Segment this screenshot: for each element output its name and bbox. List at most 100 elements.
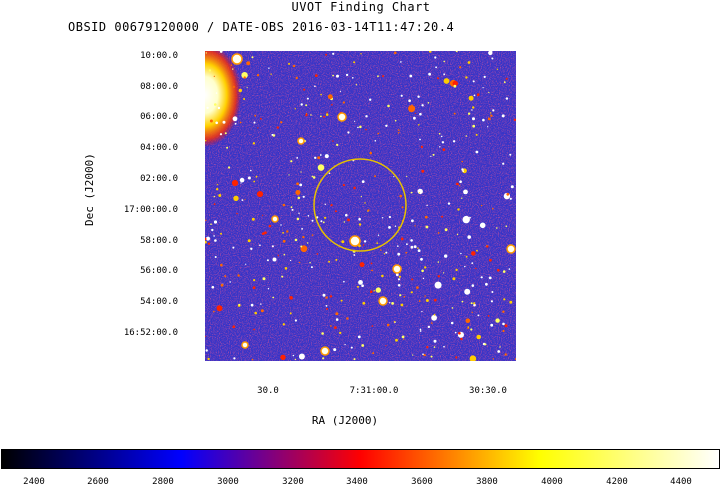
star xyxy=(472,106,475,109)
star xyxy=(281,275,284,278)
star xyxy=(410,245,414,249)
star xyxy=(400,303,404,307)
star xyxy=(205,349,208,352)
bright-star xyxy=(349,235,361,247)
star xyxy=(239,121,242,124)
star xyxy=(470,328,473,331)
star xyxy=(476,249,478,252)
star xyxy=(444,228,448,232)
star xyxy=(255,175,258,178)
star xyxy=(295,76,298,80)
star xyxy=(424,295,426,297)
star xyxy=(502,270,506,273)
star xyxy=(403,295,406,298)
star xyxy=(317,164,325,171)
star xyxy=(329,295,333,298)
star xyxy=(280,224,282,226)
star xyxy=(220,283,224,287)
star xyxy=(294,238,298,242)
star xyxy=(405,251,408,254)
star xyxy=(444,254,448,258)
star xyxy=(490,323,494,327)
star xyxy=(455,268,458,272)
star xyxy=(276,126,279,129)
star xyxy=(353,186,356,190)
star xyxy=(428,51,432,53)
star xyxy=(487,117,491,121)
colorbar-tick: 2400 xyxy=(23,477,45,487)
star xyxy=(214,256,217,258)
star xyxy=(414,225,416,227)
star xyxy=(335,312,339,316)
star xyxy=(357,335,361,339)
star xyxy=(370,262,373,265)
star xyxy=(238,88,242,93)
star xyxy=(320,115,322,118)
star xyxy=(267,288,270,290)
star xyxy=(251,56,254,59)
star xyxy=(433,346,436,348)
star xyxy=(213,203,216,206)
star xyxy=(489,112,492,114)
star xyxy=(207,357,210,361)
star xyxy=(440,135,443,138)
star xyxy=(233,357,236,360)
star xyxy=(216,183,218,186)
star xyxy=(414,112,416,114)
star xyxy=(470,302,473,305)
star xyxy=(499,346,501,348)
star xyxy=(409,74,413,78)
star xyxy=(345,213,348,217)
star xyxy=(424,215,428,219)
star xyxy=(327,94,333,100)
bright-star xyxy=(506,244,516,254)
star xyxy=(432,153,435,156)
star xyxy=(360,195,362,198)
star xyxy=(418,300,421,302)
star xyxy=(219,51,223,53)
star xyxy=(385,124,388,128)
star xyxy=(358,217,361,221)
bright-star xyxy=(241,341,249,349)
star xyxy=(295,190,301,195)
star xyxy=(257,127,259,129)
star xyxy=(300,245,303,248)
star xyxy=(492,207,494,210)
colorbar xyxy=(1,449,720,469)
star xyxy=(419,138,421,141)
star xyxy=(467,112,471,115)
star xyxy=(286,230,289,233)
star xyxy=(361,344,365,347)
star xyxy=(413,116,416,120)
star xyxy=(504,353,507,356)
star xyxy=(282,323,285,326)
star xyxy=(475,150,479,154)
star xyxy=(215,92,218,94)
star xyxy=(495,318,500,323)
star xyxy=(441,141,445,144)
dec-tick: 08:00.0 xyxy=(140,82,178,92)
star xyxy=(416,286,419,289)
star xyxy=(347,131,350,134)
star xyxy=(296,157,299,159)
star xyxy=(417,247,419,249)
star xyxy=(471,311,473,313)
star xyxy=(376,242,379,245)
star xyxy=(355,84,358,86)
chart-title: UVOT Finding Chart xyxy=(291,0,431,14)
star xyxy=(472,124,476,128)
star xyxy=(325,53,328,56)
star xyxy=(330,204,333,207)
star xyxy=(433,339,437,343)
star xyxy=(487,315,490,317)
star xyxy=(314,85,316,88)
star xyxy=(305,112,308,115)
star xyxy=(452,277,456,281)
star xyxy=(421,269,424,273)
star xyxy=(406,175,408,177)
star xyxy=(271,133,274,136)
star xyxy=(205,240,207,244)
star xyxy=(443,272,445,274)
star xyxy=(241,72,248,79)
star xyxy=(434,281,442,289)
